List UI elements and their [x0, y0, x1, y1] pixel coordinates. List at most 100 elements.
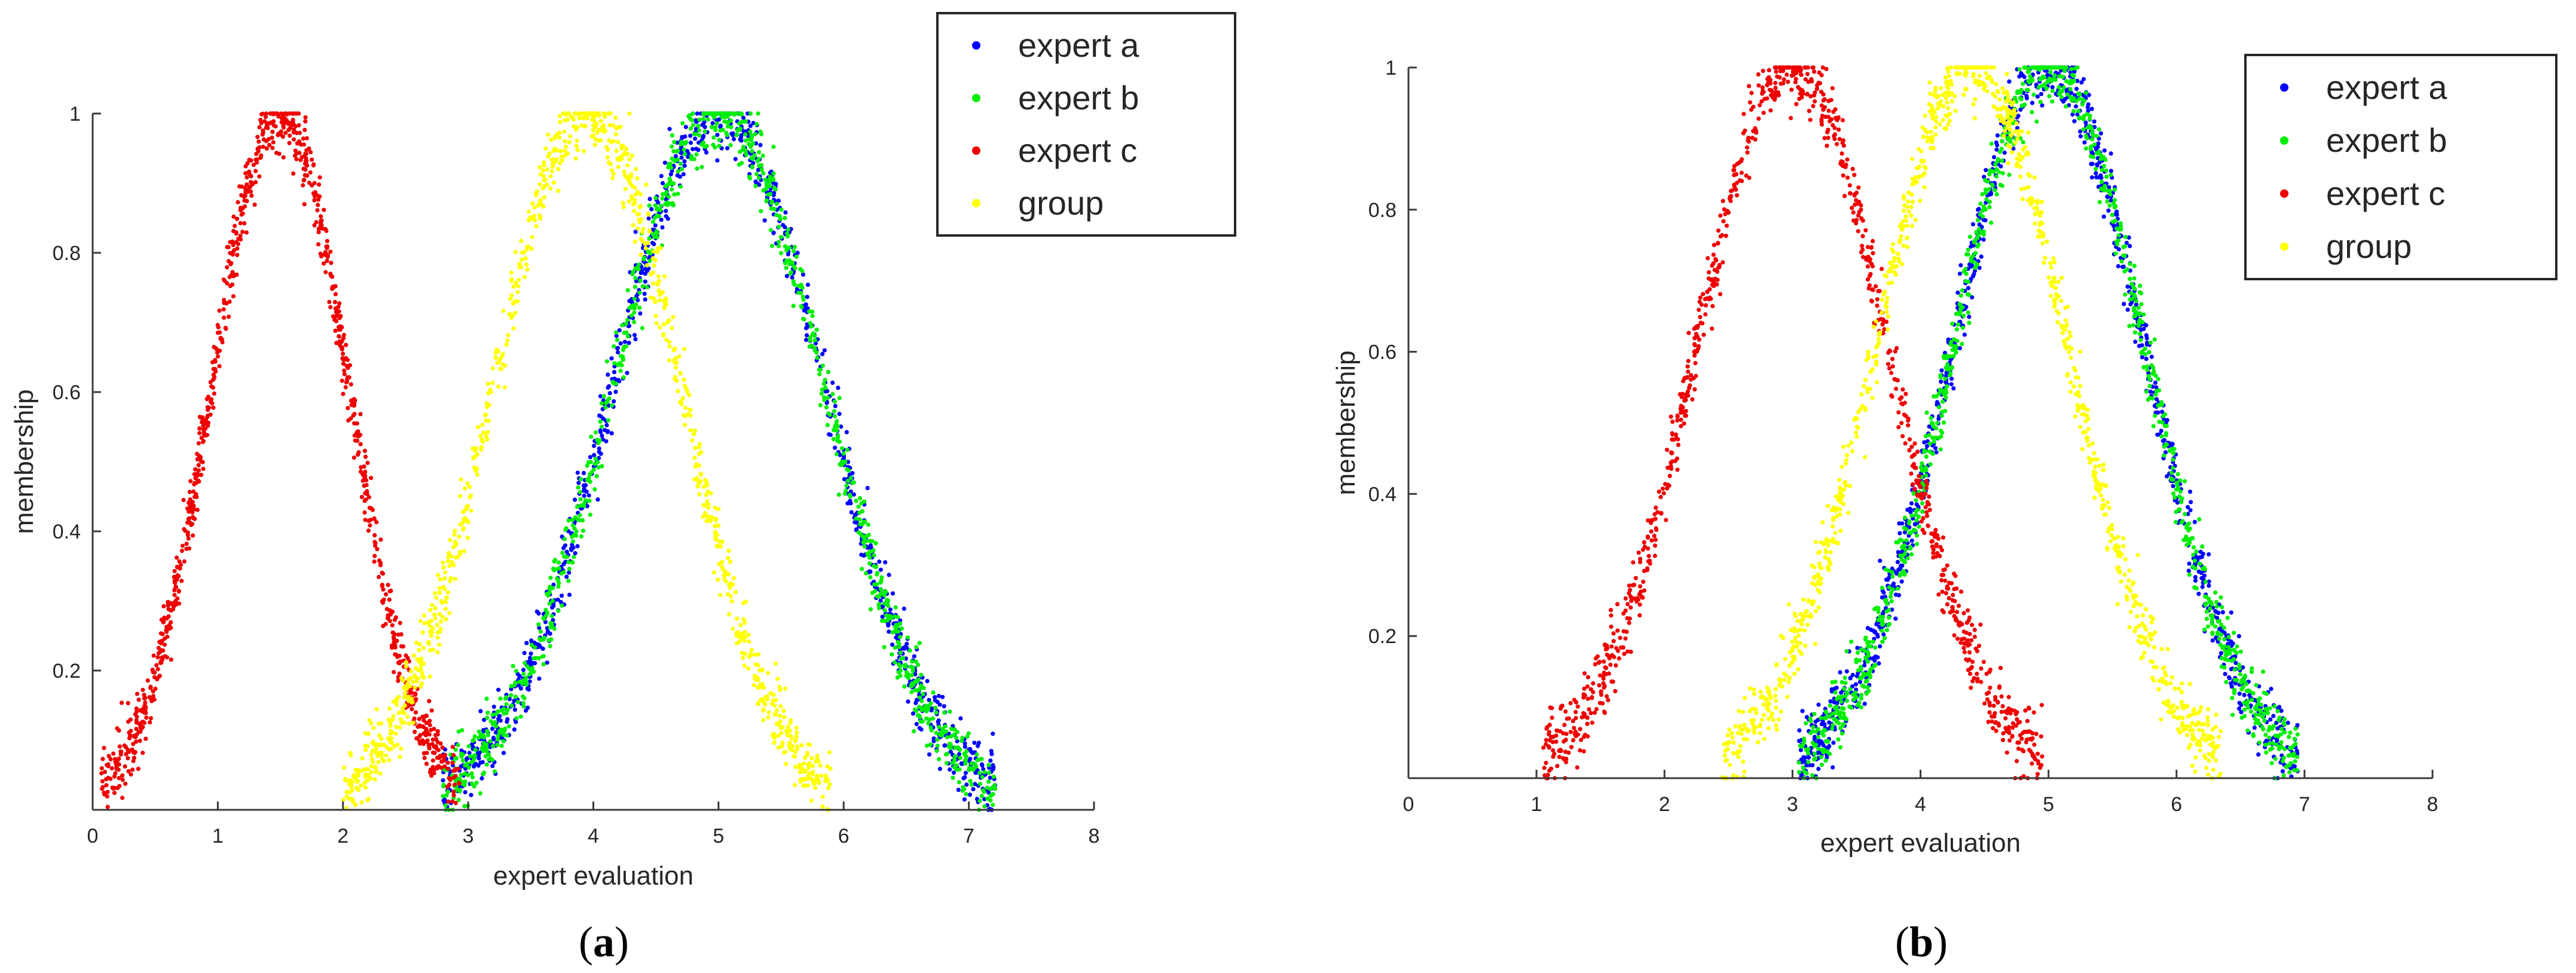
data-point	[756, 702, 761, 706]
data-point	[899, 656, 903, 661]
data-point	[410, 707, 414, 712]
data-point	[678, 371, 683, 376]
data-point	[772, 736, 777, 741]
data-point	[479, 447, 484, 452]
data-point	[581, 149, 586, 154]
data-point	[435, 729, 440, 733]
data-point	[686, 114, 691, 119]
data-point	[434, 737, 439, 742]
data-point	[411, 653, 416, 658]
data-point	[607, 391, 612, 396]
data-point	[172, 592, 177, 598]
data-point	[941, 728, 946, 733]
data-point	[2128, 244, 2132, 249]
data-point	[563, 148, 567, 154]
data-point	[627, 157, 632, 162]
data-point	[524, 682, 529, 687]
data-point	[728, 559, 733, 564]
data-point	[2116, 247, 2121, 252]
data-point	[2095, 162, 2100, 167]
data-point	[164, 655, 169, 660]
data-point	[836, 385, 841, 390]
data-point	[421, 613, 427, 618]
data-point	[187, 489, 192, 494]
data-point	[611, 172, 616, 176]
data-point	[383, 622, 388, 626]
data-point	[913, 708, 918, 713]
data-point	[262, 119, 267, 124]
data-point	[647, 236, 652, 241]
data-point	[2285, 720, 2290, 725]
data-point	[991, 732, 995, 736]
data-point	[366, 797, 371, 801]
data-point	[579, 123, 584, 128]
data-point	[777, 684, 782, 689]
data-point	[364, 478, 369, 483]
data-point	[491, 735, 496, 741]
x-tick-label: 8	[1089, 825, 1100, 847]
data-point	[2193, 575, 2198, 580]
data-point	[575, 470, 580, 475]
data-point	[1828, 699, 1833, 704]
data-point	[630, 153, 634, 158]
data-point	[527, 672, 532, 677]
data-point	[588, 460, 593, 464]
data-point	[543, 620, 548, 625]
data-point	[363, 785, 368, 790]
data-point	[701, 112, 706, 117]
data-point	[948, 767, 952, 772]
data-point	[702, 503, 707, 507]
data-point	[2144, 342, 2149, 347]
data-point	[412, 730, 417, 735]
data-point	[783, 216, 787, 221]
data-point	[666, 182, 671, 186]
data-point	[521, 672, 526, 677]
data-point	[641, 227, 646, 231]
data-point	[304, 136, 309, 140]
data-point	[170, 602, 175, 607]
data-point	[766, 715, 771, 720]
data-point	[238, 221, 243, 225]
data-point	[1933, 446, 1938, 451]
data-point	[801, 777, 806, 782]
data-point	[505, 720, 509, 724]
data-point	[1897, 531, 1902, 536]
data-point	[419, 681, 424, 686]
data-point	[837, 411, 842, 417]
data-point	[203, 426, 208, 431]
data-point	[179, 579, 184, 583]
data-point	[867, 561, 872, 566]
data-point	[808, 320, 812, 326]
data-point	[350, 797, 355, 801]
data-point	[415, 657, 420, 662]
data-point	[1848, 675, 1853, 680]
legend-item: expert c	[972, 131, 1137, 169]
data-point	[222, 315, 227, 320]
data-point	[797, 770, 802, 775]
data-point	[259, 153, 264, 158]
data-point	[341, 361, 346, 366]
data-point	[746, 666, 751, 671]
data-point	[692, 131, 696, 136]
data-point	[733, 590, 738, 595]
data-point	[906, 699, 910, 704]
data-point	[402, 703, 408, 708]
data-point	[1891, 583, 1896, 588]
data-point	[953, 754, 958, 758]
data-point	[776, 244, 781, 249]
data-point	[468, 754, 473, 759]
data-point	[293, 111, 298, 116]
data-point	[135, 691, 140, 696]
data-point	[664, 338, 669, 342]
data-point	[766, 710, 771, 715]
data-point	[509, 270, 514, 275]
data-point	[678, 184, 683, 189]
data-point	[635, 176, 640, 181]
data-point	[680, 121, 685, 126]
data-point	[1803, 755, 1808, 760]
data-point	[2214, 610, 2219, 614]
data-point	[600, 464, 604, 469]
data-point	[176, 589, 181, 594]
data-point	[393, 731, 398, 736]
